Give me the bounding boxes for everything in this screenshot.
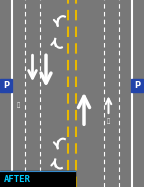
Text: AFTER: AFTER xyxy=(4,174,31,184)
Bar xyxy=(0,171,75,187)
Text: ⛟: ⛟ xyxy=(17,102,20,108)
FancyBboxPatch shape xyxy=(0,79,13,92)
Text: ⛟: ⛟ xyxy=(107,119,110,124)
FancyBboxPatch shape xyxy=(130,79,143,92)
Text: P: P xyxy=(134,81,140,90)
Text: P: P xyxy=(3,81,9,90)
